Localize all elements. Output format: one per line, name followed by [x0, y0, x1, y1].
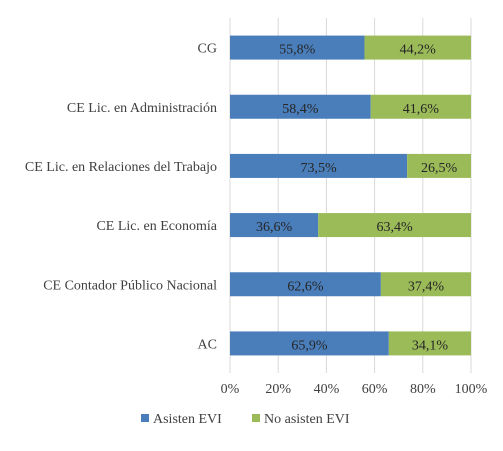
category-label: CE Lic. en Administración — [67, 101, 217, 116]
legend: Asisten EVI No asisten EVI — [141, 412, 350, 427]
data-label: 34,1% — [412, 338, 449, 353]
x-tick-label: 0% — [221, 382, 240, 397]
category-label: CG — [198, 42, 217, 57]
data-label: 37,4% — [408, 279, 445, 294]
data-label: 44,2% — [400, 43, 437, 58]
x-tick-label: 40% — [314, 382, 340, 397]
bar-asisten — [230, 331, 389, 356]
bar-no-asisten — [318, 213, 471, 238]
bar-no-asisten — [370, 94, 471, 119]
data-label: 73,5% — [300, 161, 337, 176]
legend-label-asisten: Asisten EVI — [153, 412, 222, 427]
bar-asisten — [230, 153, 408, 178]
legend-swatch-asisten — [141, 414, 149, 422]
x-tick-label: 100% — [455, 382, 488, 397]
data-label: 58,4% — [282, 102, 319, 117]
x-tick-label: 60% — [362, 382, 388, 397]
data-label: 55,8% — [279, 43, 316, 58]
data-label: 26,5% — [421, 161, 458, 176]
gridlines — [229, 18, 472, 373]
bar-asisten — [230, 35, 365, 60]
bar-asisten — [230, 213, 319, 238]
category-label: CE Lic. en Relaciones del Trabajo — [25, 160, 217, 175]
x-tick-label: 80% — [410, 382, 436, 397]
labels: 0% 20% 40% 60% 80% 100% CG 55,8% 44,2% CE Lic. en… — [25, 42, 488, 397]
bars — [230, 35, 471, 356]
bar-asisten — [230, 94, 371, 119]
bar-asisten — [230, 272, 381, 297]
bar-no-asisten — [388, 331, 471, 356]
bar-no-asisten — [380, 272, 471, 297]
bar-no-asisten — [407, 153, 471, 178]
x-tick-label: 20% — [265, 382, 291, 397]
data-label: 41,6% — [403, 102, 440, 117]
legend-label-no-asisten: No asisten EVI — [264, 412, 350, 427]
bar-no-asisten — [364, 35, 471, 60]
category-label: AC — [198, 337, 217, 352]
data-label: 62,6% — [287, 279, 324, 294]
legend-swatch-no-asisten — [252, 414, 260, 422]
data-label: 65,9% — [291, 338, 328, 353]
data-label: 36,6% — [256, 220, 293, 235]
category-label: CE Lic. en Economía — [96, 219, 217, 234]
data-label: 63,4% — [377, 220, 414, 235]
category-label: CE Contador Público Nacional — [43, 278, 217, 293]
